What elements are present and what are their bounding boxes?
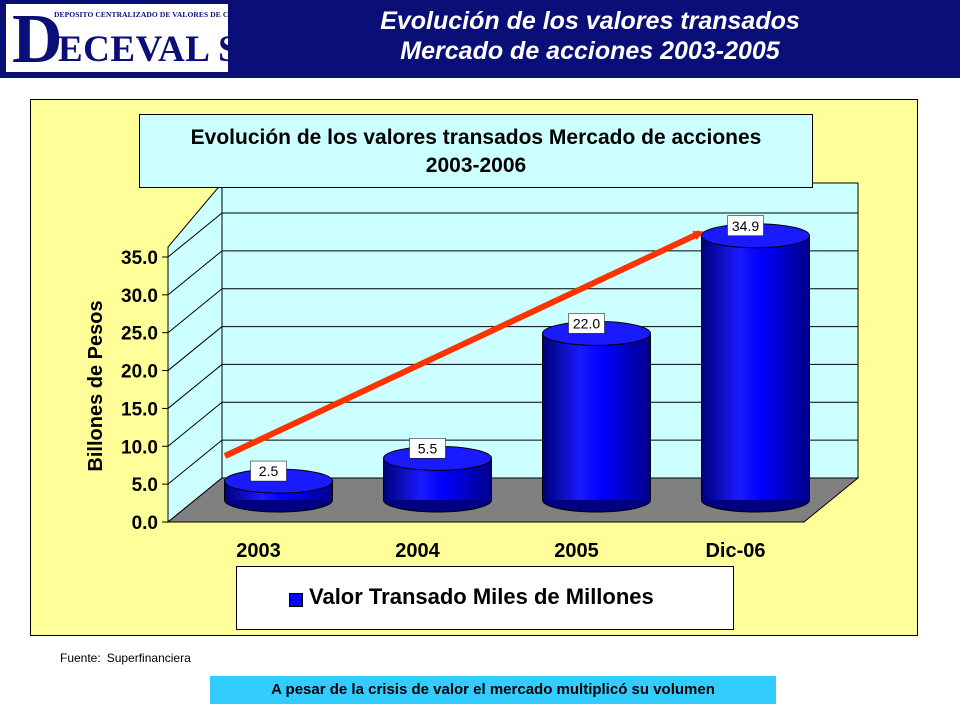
plot-floor [166,477,860,523]
logo-subtitle: DEPOSITO CENTRALIZADO DE VALORES DE COLO… [54,10,267,19]
y-tick-label: 25.0 [121,324,158,345]
plot-side-wall [167,181,223,524]
gridline-side [167,401,223,447]
legend-label: Valor Transado Miles de Millones [309,584,654,609]
data-label: 5.5 [418,440,438,456]
x-tick-label: Dic-06 [705,540,765,562]
y-tick-label: 20.0 [121,362,158,383]
gridline-side [167,364,223,409]
y-axis-title: Billones de Pesos [85,300,107,471]
page-title-line1: Evolución de los valores transados [380,7,800,35]
data-label: 2.5 [259,463,279,479]
logo-name: ECEVAL S.A. [58,29,286,70]
logo-initial: D [12,1,63,78]
source-value: Superfinanciera [106,651,191,665]
page-title-line2: Mercado de acciones 2003-2005 [400,37,780,65]
y-tick-label: 35.0 [121,248,158,269]
x-tick-label: 2005 [554,540,599,562]
bar-body [701,235,810,500]
data-label: 34.9 [732,218,759,234]
data-label-box [727,215,764,237]
x-tick-label: 2003 [236,540,281,562]
chart-title-line1: Evolución de los valores transados Merca… [190,126,762,149]
trend-arrow [223,230,704,459]
chart-legend: Valor Transado Miles de Millones [236,566,734,630]
data-label-box [568,313,605,334]
page-title: Evolución de los valores transados Merca… [240,6,940,66]
deceval-logo: D DEPOSITO CENTRALIZADO DE VALORES DE CO… [4,1,285,78]
gridline-side [167,250,223,296]
y-tick-label: 0.0 [132,513,158,534]
y-tick-label: 30.0 [121,286,158,307]
bar-body [542,333,651,500]
source-label: Fuente: [60,651,101,665]
data-label: 22.0 [573,315,600,331]
data-label-box [250,460,287,482]
legend-swatch [289,593,303,607]
header-bar: D DEPOSITO CENTRALIZADO DE VALORES DE CO… [0,0,960,78]
chart-title-line2: 2003-2006 [425,154,527,177]
gridline-side [167,212,223,258]
x-tick-label: 2004 [395,540,440,562]
y-tick-label: 10.0 [121,437,158,458]
data-label-box [409,438,446,459]
gridline-side [167,439,223,485]
source-note: Fuente: Superfinanciera [60,651,197,665]
gridline-side [167,288,223,334]
gridline-side [167,326,223,371]
footer-note: A pesar de la crisis de valor el mercado… [210,676,776,704]
chart-title: Evolución de los valores transados Merca… [139,114,813,188]
y-tick-label: 15.0 [121,399,158,420]
y-tick-label: 5.0 [132,475,158,496]
